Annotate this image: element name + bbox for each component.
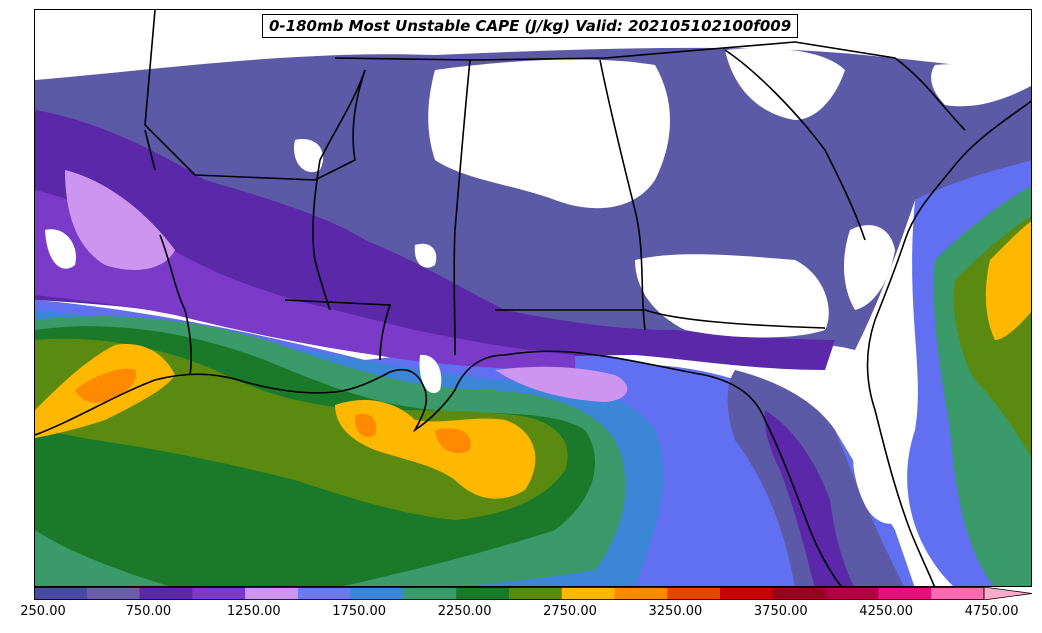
colorbar-segment [403,587,457,600]
state-boundaries [35,10,1031,586]
cape-field-blank-fl [853,440,905,524]
colorbar-segment [667,587,721,600]
coastline-atlantic [866,100,1031,586]
colorbar-tick-label: 250.00 [20,604,66,619]
colorbar-segment [614,587,668,600]
state-line-ga-sc [724,49,866,241]
colorbar-tick-label: 3250.00 [648,604,703,619]
cape-field-atlantic-yellow [985,221,1031,340]
colorbar-extend-arrow [983,587,1033,600]
colorbar-segment [931,587,985,600]
state-line-fl [495,309,826,329]
colorbar-tick-label: 1250.00 [226,604,281,619]
colorbar-segment [192,587,246,600]
cape-field-blank-ms-al [428,59,670,209]
cape-field-orange-la [354,413,471,454]
map-title: 0-180mb Most Unstable CAPE (J/kg) Valid:… [262,14,799,38]
state-line-la-ms [284,299,392,361]
state-line-ms-al [453,59,471,356]
colorbar-segment [878,587,932,600]
colorbar-outline [34,587,985,600]
colorbar-segment [825,587,879,600]
colorbar-tick-labels: 250.00 750.00 1250.00 1750.00 2250.00 2750.00… [0,604,1042,624]
map-panel [34,9,1032,587]
colorbar [34,587,1033,600]
cape-field-land-lilac [65,170,628,402]
colorbar-tick-label: 750.00 [125,604,172,619]
state-line-tn [334,41,796,61]
cape-field-blank-ga-south [635,254,829,338]
colorbar-segment [720,587,774,600]
cape-map [35,10,1031,586]
colorbar-tick-label: 4750.00 [964,604,1019,619]
cape-field-blank-la [419,354,442,394]
colorbar-tick-label: 2250.00 [437,604,492,619]
colorbar-tick-label: 1750.00 [332,604,387,619]
cape-field-blank-ga [725,48,845,120]
mississippi-river [312,69,366,311]
cape-field-olive [35,338,568,520]
colorbar-segment [456,587,510,600]
state-line-tx-la [159,234,192,376]
coastline-gulf [35,350,843,586]
colorbar-segment [350,587,404,600]
colorbar-segment [34,587,88,600]
colorbar-segment [772,587,827,600]
state-line-ok-tx [144,10,316,181]
cape-field-blank-tx [45,229,76,269]
colorbar-segment [561,587,616,600]
cape-field-blank-ne [931,64,1031,107]
cape-field-yellow-la [335,400,536,499]
colorbar-segment [509,587,563,600]
colorbar-tick-label: 3750.00 [753,604,808,619]
cape-field-florida-violet [764,410,854,586]
state-line-nc-sc [794,41,966,131]
state-line-al-ga [599,59,646,331]
colorbar-segment [139,587,193,600]
colorbar-tick-label: 2750.00 [543,604,597,619]
colorbar-segment [297,587,352,600]
colorbar-tick-label: 4250.00 [859,604,914,619]
colorbar-segment [245,587,299,600]
colorbar-segment [86,587,141,600]
cape-field-blank-sc [843,225,895,310]
cape-field-blank-ms [294,139,437,268]
